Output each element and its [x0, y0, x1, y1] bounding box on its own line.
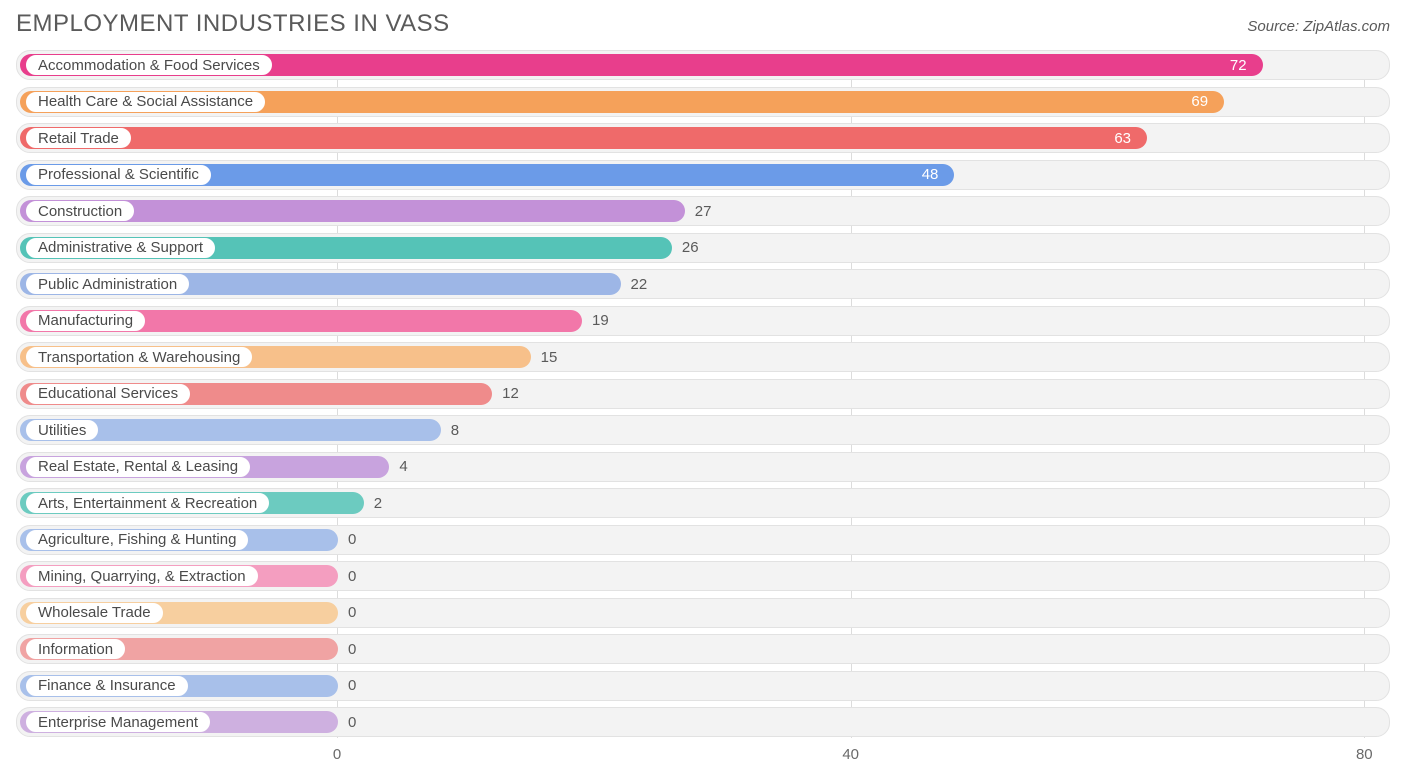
bar-row: Health Care & Social Assistance 69: [16, 87, 1390, 117]
bar-label: Utilities: [25, 419, 99, 441]
bar-row: Transportation & Warehousing 15: [16, 342, 1390, 372]
bar-value: 0: [348, 599, 356, 627]
bar-label: Public Administration: [25, 273, 190, 295]
bar-row: Professional & Scientific 48: [16, 160, 1390, 190]
bar-label: Information: [25, 638, 126, 660]
bar-label: Mining, Quarrying, & Extraction: [25, 565, 259, 587]
bar-label: Real Estate, Rental & Leasing: [25, 456, 251, 478]
bar-row: Finance & Insurance 0: [16, 671, 1390, 701]
bar-value: 72: [1230, 51, 1247, 79]
bar-row: Manufacturing 19: [16, 306, 1390, 336]
bar-container: Accommodation & Food Services 72 Health Ca…: [16, 50, 1390, 737]
chart-title: EMPLOYMENT INDUSTRIES IN VASS: [16, 10, 450, 38]
bar-value: 22: [631, 270, 648, 298]
bar-label: Wholesale Trade: [25, 602, 164, 624]
bar-row: Real Estate, Rental & Leasing 4: [16, 452, 1390, 482]
bar-value: 0: [348, 526, 356, 554]
bar-value: 2: [374, 489, 382, 517]
bar-value: 0: [348, 708, 356, 736]
bar-value: 15: [541, 343, 558, 371]
bar-row: Educational Services 12: [16, 379, 1390, 409]
bar-value: 27: [695, 197, 712, 225]
bar-value: 0: [348, 562, 356, 590]
source-attribution: Source: ZipAtlas.com: [1247, 18, 1390, 35]
bar-row: Enterprise Management 0: [16, 707, 1390, 737]
bar-label: Finance & Insurance: [25, 675, 189, 697]
x-tick: 80: [1356, 746, 1373, 763]
bar-row: Information 0: [16, 634, 1390, 664]
bar-value: 4: [399, 453, 407, 481]
bar-label: Arts, Entertainment & Recreation: [25, 492, 270, 514]
bar-row: Arts, Entertainment & Recreation 2: [16, 488, 1390, 518]
bar-row: Administrative & Support 26: [16, 233, 1390, 263]
x-axis: 0 40 80: [16, 744, 1390, 766]
bar-label: Manufacturing: [25, 310, 146, 332]
bar-value: 12: [502, 380, 519, 408]
bar-label: Transportation & Warehousing: [25, 346, 253, 368]
bar-label: Agriculture, Fishing & Hunting: [25, 529, 249, 551]
bar-label: Administrative & Support: [25, 237, 216, 259]
bar-value: 69: [1191, 88, 1208, 116]
bar-label: Educational Services: [25, 383, 191, 405]
bar-label: Professional & Scientific: [25, 164, 212, 186]
bar-row: Agriculture, Fishing & Hunting 0: [16, 525, 1390, 555]
bar-label: Accommodation & Food Services: [25, 54, 273, 76]
chart-area: Accommodation & Food Services 72 Health Ca…: [16, 50, 1390, 766]
bar-fill: [20, 127, 1147, 149]
bar-row: Accommodation & Food Services 72: [16, 50, 1390, 80]
bar-value: 63: [1114, 124, 1131, 152]
x-tick: 0: [333, 746, 341, 763]
bar-label: Enterprise Management: [25, 711, 211, 733]
bar-row: Construction 27: [16, 196, 1390, 226]
bar-value: 26: [682, 234, 699, 262]
bar-row: Utilities 8: [16, 415, 1390, 445]
bar-row: Mining, Quarrying, & Extraction 0: [16, 561, 1390, 591]
bar-value: 19: [592, 307, 609, 335]
bar-value: 0: [348, 635, 356, 663]
source-value: ZipAtlas.com: [1303, 18, 1390, 35]
bar-value: 0: [348, 672, 356, 700]
bar-row: Retail Trade 63: [16, 123, 1390, 153]
x-tick: 40: [842, 746, 859, 763]
bar-row: Public Administration 22: [16, 269, 1390, 299]
bar-label: Retail Trade: [25, 127, 132, 149]
bar-value: 48: [922, 161, 939, 189]
bar-row: Wholesale Trade 0: [16, 598, 1390, 628]
bar-label: Construction: [25, 200, 135, 222]
bar-value: 8: [451, 416, 459, 444]
bar-label: Health Care & Social Assistance: [25, 91, 266, 113]
source-label: Source:: [1247, 18, 1299, 35]
header: EMPLOYMENT INDUSTRIES IN VASS Source: Zi…: [16, 10, 1390, 38]
